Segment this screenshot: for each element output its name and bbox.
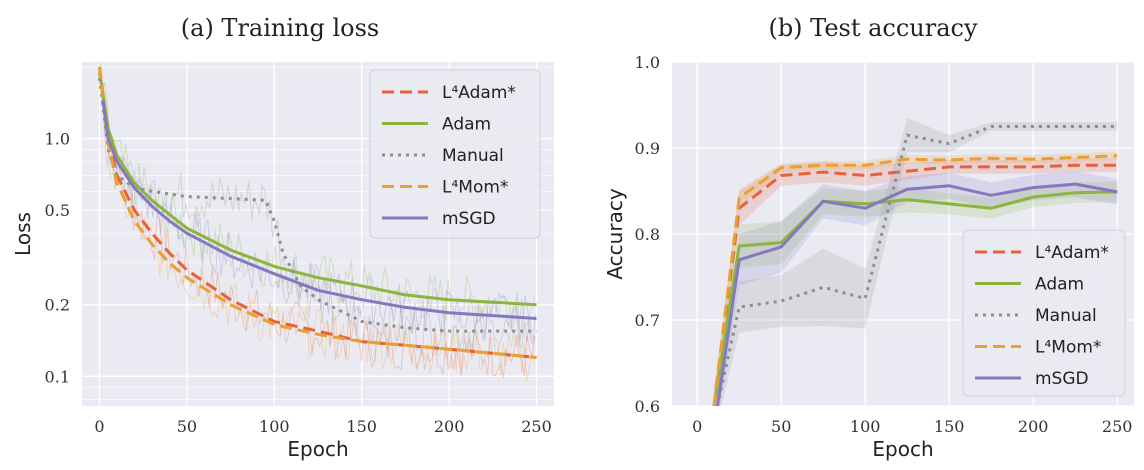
x-tick-label: 0 (692, 417, 702, 436)
x-tick-label: 50 (771, 417, 791, 436)
x-tick-label: 250 (1102, 417, 1133, 436)
series-line (98, 66, 537, 359)
y-tick-label: 0.6 (635, 397, 660, 416)
x-tick-label: 100 (259, 417, 290, 436)
y-tick-label: 0.9 (635, 139, 660, 158)
y-tick-label: 0.7 (635, 311, 660, 330)
series-line (98, 72, 537, 307)
legend-label: mSGD (1035, 369, 1089, 389)
legend-frame (962, 229, 1126, 397)
chart-a-series-lines (98, 66, 537, 359)
legend-label: Adam (1035, 275, 1084, 295)
x-tick-label: 150 (346, 417, 377, 436)
series-line (98, 77, 537, 333)
chart-a-tick-labels: 0 50 100 150 200 250 0.1 0.2 0.5 1.0 (45, 130, 552, 436)
chart-b-ylabel: Accuracy (603, 188, 627, 279)
chart-a-xlabel: Epoch (287, 437, 348, 461)
legend-label: Adam (442, 115, 491, 135)
chart-a-title: (a) Training loss (181, 14, 379, 42)
x-tick-label: 100 (850, 417, 881, 436)
legend-label: L⁴Adam* (1035, 243, 1109, 263)
confidence-band (717, 171, 1118, 406)
x-tick-label: 200 (1018, 417, 1049, 436)
chart-a-legend: L⁴Adam* Adam Manual L⁴Mom* mSGD (369, 69, 541, 239)
x-tick-label: 200 (434, 417, 465, 436)
chart-b-confidence-bands (714, 117, 1118, 406)
y-tick-label: 0.8 (635, 225, 660, 244)
chart-b-legend: L⁴Adam* Adam Manual L⁴Mom* mSGD (962, 229, 1126, 397)
y-tick-label: 1.0 (45, 130, 70, 149)
x-tick-label: 150 (934, 417, 965, 436)
chart-a-ylabel: Loss (11, 212, 35, 256)
training-loss-chart: (a) Training loss 0 50 100 150 200 2500.10.20… (11, 14, 554, 461)
chart-b-series-lines (712, 125, 1118, 406)
legend-label: L⁴Mom* (442, 178, 508, 198)
y-tick-label: 1.0 (635, 53, 660, 72)
series-line (715, 182, 1118, 406)
series-line (712, 190, 1118, 406)
test-accuracy-chart: (b) Test accuracy 0 50 100 150 200 2500.60.70… (603, 14, 1134, 461)
series-line (101, 99, 537, 320)
legend-frame (369, 69, 541, 239)
y-tick-label: 0.2 (45, 296, 70, 315)
series-line (715, 125, 1118, 406)
series-line (98, 66, 537, 359)
x-tick-label: 250 (521, 417, 552, 436)
legend-label: L⁴Mom* (1035, 338, 1101, 358)
series-line (712, 163, 1118, 406)
chart-b-title: (b) Test accuracy (768, 14, 978, 42)
chart-b-xlabel: Epoch (872, 437, 933, 461)
chart-b-tick-labels: 0 50 100 150 200 250 0.6 0.7 0.8 0.9 1.0 (635, 53, 1133, 436)
legend-label: Manual (1035, 306, 1097, 326)
legend-label: L⁴Adam* (442, 83, 516, 103)
y-tick-label: 0.1 (45, 367, 70, 386)
x-tick-label: 0 (94, 417, 104, 436)
noise-trace (99, 79, 536, 382)
confidence-band (714, 158, 1118, 406)
x-tick-label: 50 (177, 417, 197, 436)
legend-label: mSGD (442, 209, 496, 229)
legend-label: Manual (442, 146, 504, 166)
series-line (712, 154, 1118, 406)
y-tick-label: 0.5 (45, 201, 70, 220)
